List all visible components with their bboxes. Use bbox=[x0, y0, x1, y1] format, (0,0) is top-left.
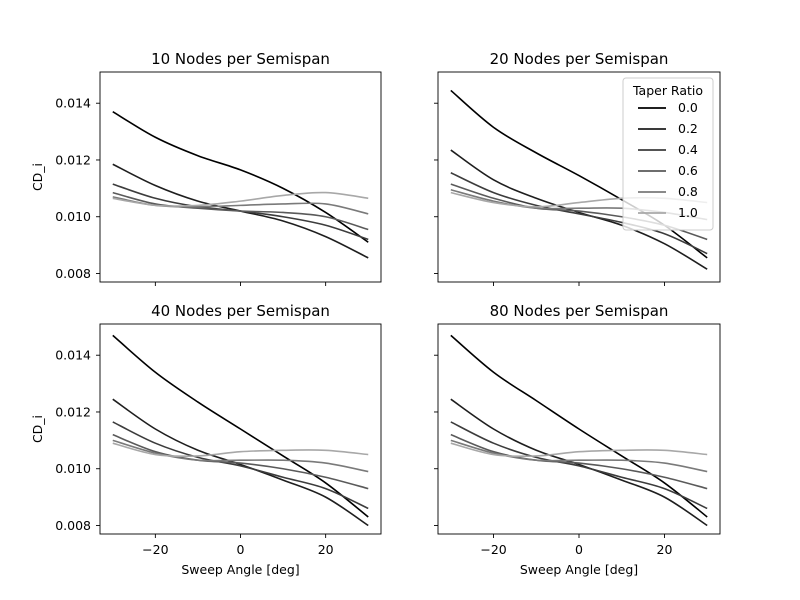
x-tick-label: 20 bbox=[657, 542, 673, 557]
subplot-title: 40 Nodes per Semispan bbox=[151, 302, 330, 320]
series-line-taper-0-2 bbox=[112, 398, 369, 527]
x-tick-label: 20 bbox=[318, 542, 334, 557]
y-tick-label: 0.014 bbox=[55, 96, 91, 111]
y-tick-label: 0.008 bbox=[55, 266, 91, 281]
legend-item: 0.4 bbox=[638, 142, 698, 157]
legend-label: 0.4 bbox=[678, 142, 698, 157]
x-axis-label: Sweep Angle [deg] bbox=[520, 562, 638, 577]
legend-item: 1.0 bbox=[638, 205, 698, 220]
series-line-taper-1-0 bbox=[112, 442, 369, 458]
subplot-3: 40 Nodes per Semispan −20 0 20 0.008 0.010 0.0… bbox=[30, 302, 382, 577]
y-tick-label: 0.010 bbox=[55, 461, 91, 476]
legend-label: 0.0 bbox=[678, 100, 698, 115]
legend-label: 0.2 bbox=[678, 121, 698, 136]
legend-title: Taper Ratio bbox=[632, 83, 703, 98]
subplot-title: 20 Nodes per Semispan bbox=[490, 50, 669, 68]
series-line-taper-0-0 bbox=[450, 334, 708, 518]
legend-box bbox=[622, 77, 714, 231]
y-tick-label: 0.012 bbox=[55, 404, 91, 419]
y-tick-label: 0.012 bbox=[55, 152, 91, 167]
series-line-taper-1-0 bbox=[450, 442, 708, 458]
subplot-title: 80 Nodes per Semispan bbox=[490, 302, 669, 320]
series-line-taper-0-6 bbox=[450, 433, 708, 490]
subplot-1: 10 Nodes per Semispan 0.008 0.010 0.012 0.01… bbox=[30, 50, 382, 286]
legend: Taper Ratio 0.0 0.2 0.4 0.6 0.8 1.0 bbox=[622, 77, 714, 231]
series-line-taper-0-2 bbox=[450, 398, 708, 527]
x-tick-label: 0 bbox=[237, 542, 245, 557]
series-line-taper-0-8 bbox=[450, 439, 708, 473]
series-line-taper-0-6 bbox=[112, 191, 369, 231]
x-tick-label: −20 bbox=[480, 542, 506, 557]
y-tick-label: 0.014 bbox=[55, 348, 91, 363]
legend-label: 0.6 bbox=[678, 163, 698, 178]
series-line-taper-0-0 bbox=[112, 334, 369, 518]
x-axis-label: Sweep Angle [deg] bbox=[181, 562, 299, 577]
legend-label: 0.8 bbox=[678, 184, 698, 199]
legend-item: 0.6 bbox=[638, 163, 698, 178]
series-line-taper-0-4 bbox=[112, 421, 369, 510]
subplot-title: 10 Nodes per Semispan bbox=[151, 50, 330, 68]
y-axis-label: CD_i bbox=[30, 415, 45, 443]
x-tick-label: 0 bbox=[575, 542, 583, 557]
legend-item: 0.2 bbox=[638, 121, 698, 136]
series-line-taper-0-0 bbox=[112, 111, 369, 243]
subplot-4: 80 Nodes per Semispan −20 0 20 Sweep Angle [… bbox=[434, 302, 721, 577]
plot-frame bbox=[99, 71, 382, 283]
series-line-taper-0-4 bbox=[450, 172, 708, 255]
y-axis-label: CD_i bbox=[30, 163, 45, 191]
series-line-taper-0-6 bbox=[112, 433, 369, 490]
y-tick-label: 0.008 bbox=[55, 518, 91, 533]
legend-item: 0.0 bbox=[638, 100, 698, 115]
x-tick-label: −20 bbox=[142, 542, 168, 557]
legend-item: 0.8 bbox=[638, 184, 698, 199]
legend-label: 1.0 bbox=[678, 205, 698, 220]
series-line-taper-0-4 bbox=[450, 421, 708, 510]
y-tick-label: 0.010 bbox=[55, 209, 91, 224]
series-line-taper-0-8 bbox=[112, 439, 369, 473]
series-line-taper-0-2 bbox=[450, 149, 708, 270]
series-line-taper-1-0 bbox=[112, 191, 369, 207]
